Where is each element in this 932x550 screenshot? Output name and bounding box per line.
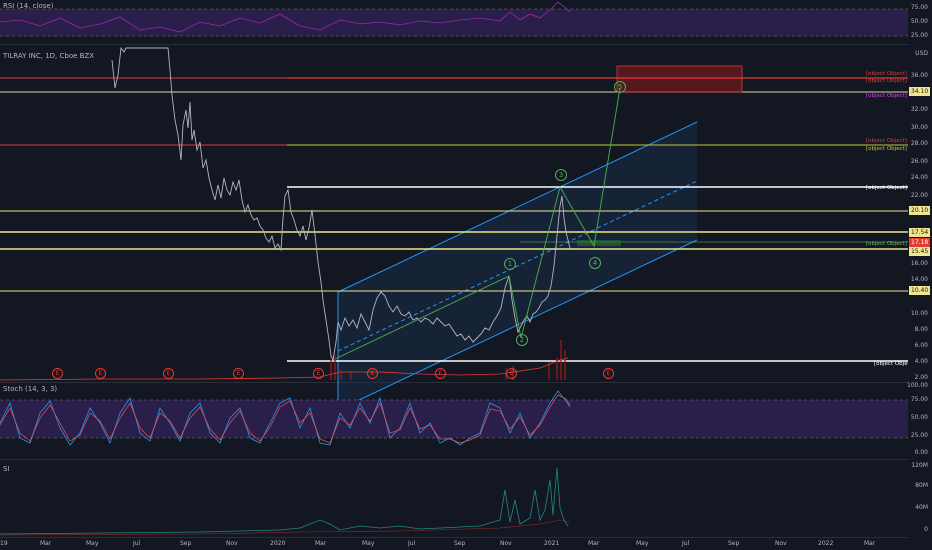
price-label: 10.40 [909,286,931,295]
price-label: 20.10 [909,206,931,215]
time-label: May [362,540,375,547]
si-tick: 0 [924,526,928,533]
price-tick: 6.00 [914,342,928,349]
time-label: Jul [682,540,690,547]
price-axis[interactable]: 75.00 50.00 25.00 USD 36.00 32.00 30.00 … [907,0,932,550]
time-label: Sep [454,540,466,547]
time-label: 19 [0,540,8,547]
si-pane[interactable]: SI [0,460,908,537]
time-label: Mar [864,540,876,547]
fib-label: [object Object] [866,78,907,84]
si-tick: 120M [911,462,928,469]
time-axis[interactable]: 19 Mar May Jul Sep Nov 2020 Mar May Jul … [0,538,908,550]
time-label: Mar [588,540,600,547]
fib-label: [object Object] [866,138,907,144]
stoch-tick: 50.00 [910,414,928,421]
rsi-pane[interactable]: RSI (14, close) [0,0,908,44]
stoch-tick: 75.00 [910,396,928,403]
last-price-label: 17.18 [909,238,931,247]
price-tick: 2.00 [914,374,928,381]
rsi-title: RSI (14, close) [3,2,54,10]
rsi-tick: 25.00 [910,32,928,39]
time-label: May [86,540,99,547]
fib-label: [object Object] [866,71,907,77]
rsi-tick: 50.00 [910,18,928,25]
si-tick: 40M [915,504,928,511]
time-label: Jul [133,540,141,547]
fib-label: [object Object] [866,185,907,191]
earnings-marker[interactable]: E [506,368,517,379]
wave-label-4: 4 [589,257,601,269]
wave-label-2: 2 [516,334,528,346]
rsi-band [0,9,908,36]
si-title: SI [3,465,10,473]
earnings-marker[interactable]: E [367,368,378,379]
fib-label: [object Object] [866,241,907,247]
stoch-tick: 100.00 [907,382,928,389]
price-tick: 10.00 [910,310,928,317]
price-tick: 8.00 [914,326,928,333]
earnings-marker[interactable]: E [163,368,174,379]
fib-label: [object Object] [866,146,907,152]
time-label: Nov [226,540,238,547]
price-tick: 30.00 [910,124,928,131]
stoch-lines [0,390,908,446]
price-label: 34.10 [909,87,931,96]
rsi-line-chart [0,1,908,37]
earnings-marker[interactable]: E [603,368,614,379]
stoch-pane[interactable]: Stoch (14, 3, 3) [0,383,908,459]
earnings-marker[interactable]: E [52,368,63,379]
price-label: 17.54 [909,228,931,237]
time-label: Mar [40,540,52,547]
price-tick: 4.00 [914,358,928,365]
price-chart-drawings [0,44,908,538]
fib-label: [object Object] [874,361,915,367]
wave-label-3: 3 [555,169,567,181]
earnings-marker[interactable]: E [313,368,324,379]
wave-label-5: 5 [614,81,626,93]
price-pane[interactable]: TILRAY INC, 1D, Cboe BZX [0,44,908,382]
symbol-title: TILRAY INC, 1D, Cboe BZX [3,52,95,60]
stoch-tick: 25.00 [910,432,928,439]
earnings-marker[interactable]: E [95,368,106,379]
si-tick: 80M [915,482,928,489]
fib-label: [object Object] [866,93,907,99]
price-tick: 28.00 [910,140,928,147]
price-tick: 22.00 [910,192,928,199]
price-tick: 26.00 [910,158,928,165]
price-tick: 32.00 [910,106,928,113]
time-label: Sep [728,540,740,547]
time-label: Nov [775,540,787,547]
currency-label: USD [915,50,928,57]
price-tick: 16.00 [910,260,928,267]
earnings-marker[interactable]: E [233,368,244,379]
si-bars [0,467,571,536]
rsi-tick: 75.00 [910,4,928,11]
stoch-tick: 0.00 [914,449,928,456]
stoch-band [0,400,908,438]
stoch-title: Stoch (14, 3, 3) [3,385,58,393]
time-label: Jul [408,540,416,547]
earnings-marker[interactable]: E [435,368,446,379]
time-label: Mar [315,540,327,547]
time-label: May [636,540,649,547]
time-label: Nov [500,540,512,547]
time-label: 2021 [544,540,560,547]
price-tick: 14.00 [910,276,928,283]
time-label: 2020 [270,540,286,547]
wave-label-1: 1 [504,258,516,270]
price-label: 15.45 [909,247,931,256]
price-tick: 36.00 [910,72,928,79]
time-label: Sep [180,540,192,547]
price-tick: 24.00 [910,174,928,181]
time-label: 2022 [818,540,834,547]
